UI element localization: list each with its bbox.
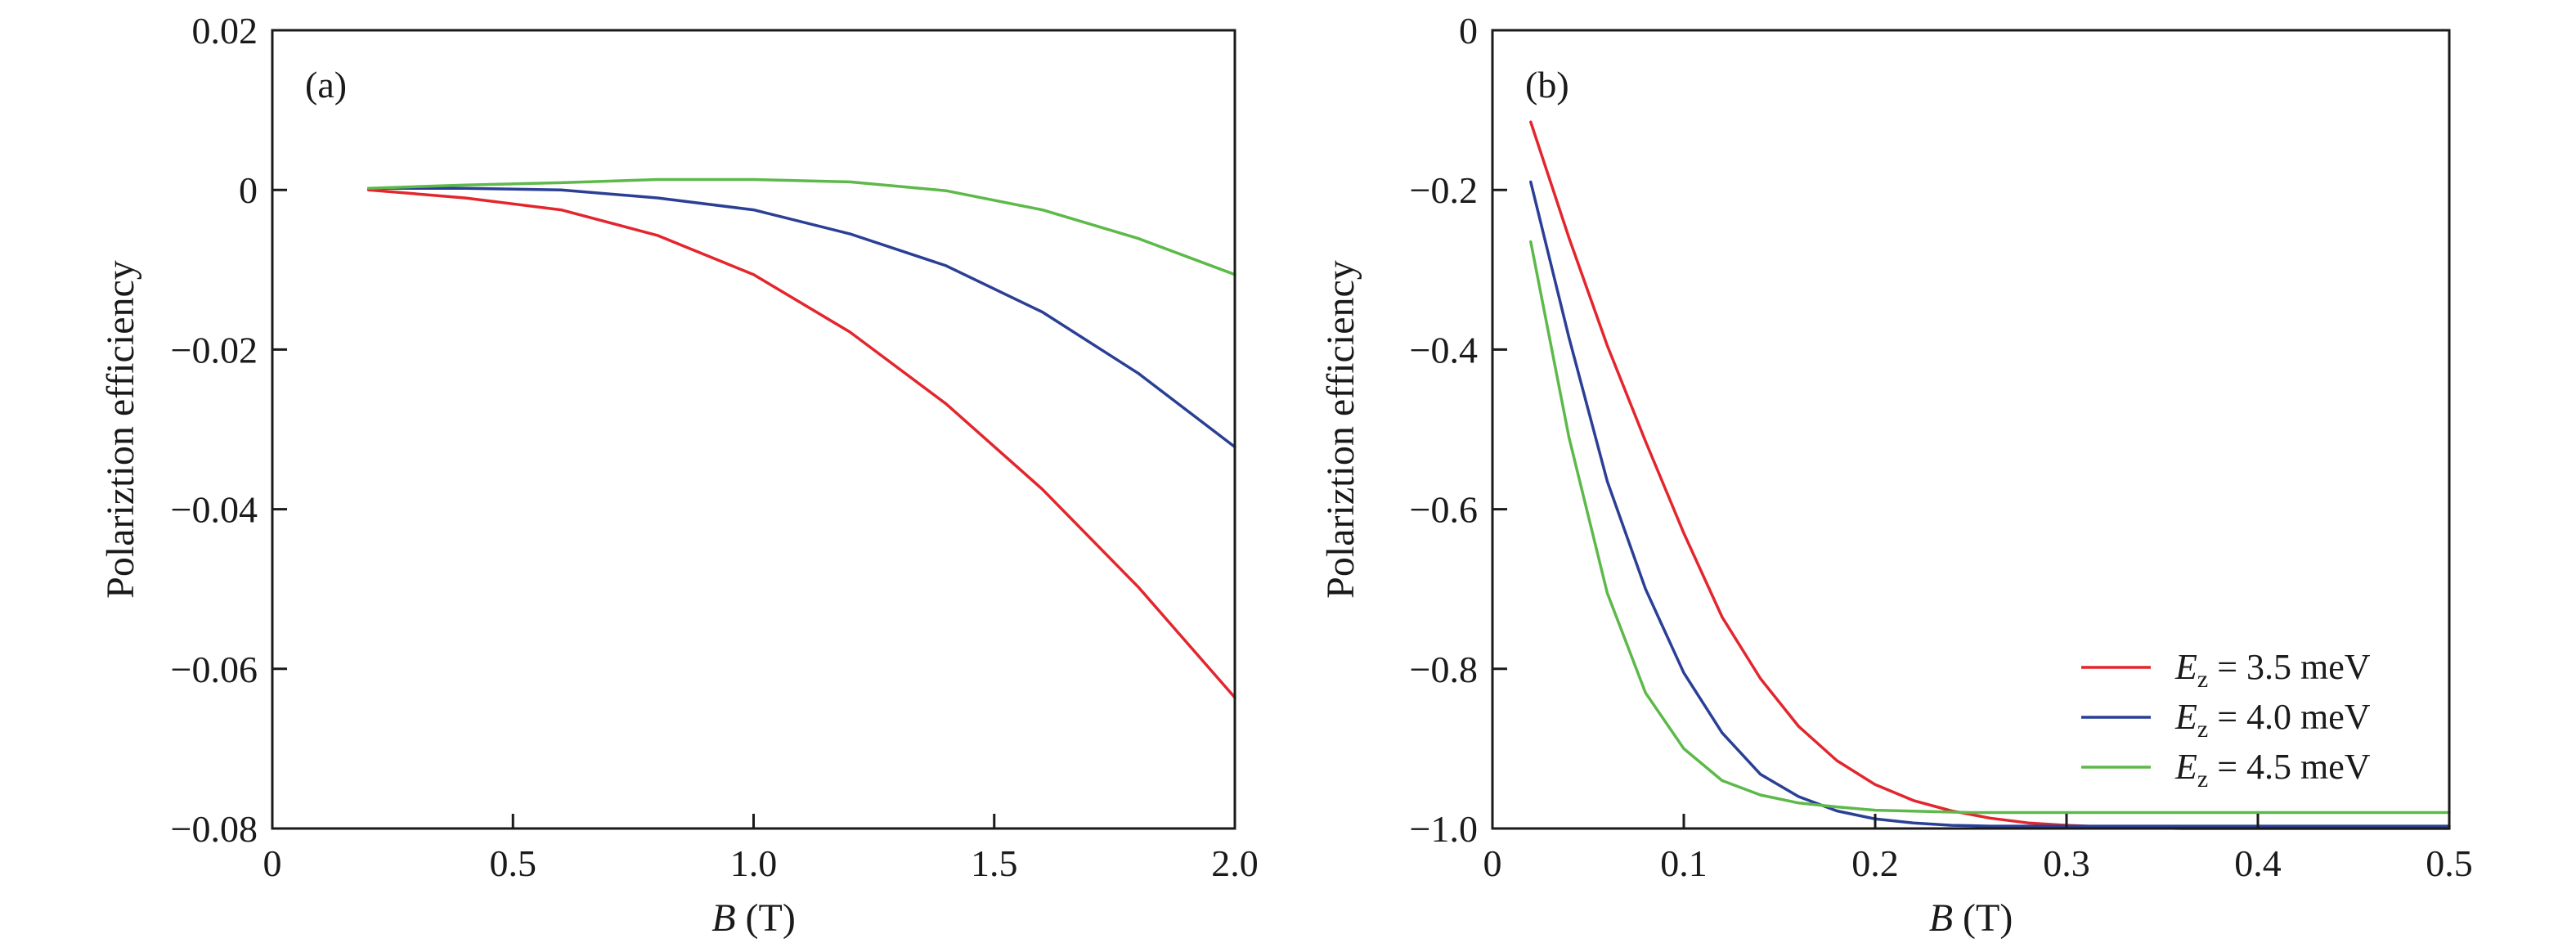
legend-label-2: Ez = 4.0 meV xyxy=(2174,697,2371,743)
series-line-2 xyxy=(366,186,1236,449)
series-line-3 xyxy=(366,177,1236,276)
y-tick-label: −0.4 xyxy=(1410,329,1478,370)
y-tick-label: −0.6 xyxy=(1410,489,1478,531)
panel-label: (b) xyxy=(1525,64,1569,106)
x-tick-label: 1.0 xyxy=(730,842,778,884)
legend-label-1: Ez = 3.5 meV xyxy=(2174,647,2371,693)
y-tick-label: −0.02 xyxy=(171,329,258,370)
y-tick-label: −1.0 xyxy=(1410,808,1478,850)
panel-label: (a) xyxy=(305,64,347,106)
y-tick-label: 0 xyxy=(239,169,258,211)
x-tick-label: 0.3 xyxy=(2043,842,2090,884)
x-tick-label: 2.0 xyxy=(1211,842,1259,884)
x-tick-label: 1.5 xyxy=(971,842,1018,884)
plot-frame xyxy=(271,29,1236,830)
series-line-1 xyxy=(366,188,1236,699)
x-tick-label: 0.5 xyxy=(490,842,537,884)
x-tick-label: 0.5 xyxy=(2426,842,2473,884)
y-axis-title: Polariztion efficiency xyxy=(99,260,142,599)
y-tick-label: −0.04 xyxy=(171,489,258,531)
x-tick-label: 0.2 xyxy=(1851,842,1899,884)
x-tick-label: 0.4 xyxy=(2234,842,2282,884)
series-line-2 xyxy=(1529,180,2451,828)
chart-panel-b: 0 0.1 0.2 0.3 0.4 0.5 0 −0.2 −0.4 −0.6 −0.8 −1.0 (b)… xyxy=(1319,10,2473,940)
series-line-3 xyxy=(1529,240,2451,815)
y-tick-label: −0.08 xyxy=(171,808,258,850)
x-tick-label: 0 xyxy=(263,842,282,884)
x-tick-label: 0 xyxy=(1483,842,1502,884)
y-tick-label: −0.06 xyxy=(171,649,258,690)
plot-frame xyxy=(1491,29,2451,830)
y-tick-label: 0.02 xyxy=(192,10,258,52)
y-tick-label: −0.2 xyxy=(1410,169,1478,211)
chart-panel-a: 0 0.5 1.0 1.5 2.0 0.02 0 −0.02 −0.04 −0.06 −0.08 (a… xyxy=(99,10,1259,940)
legend-label-3: Ez = 4.5 meV xyxy=(2174,747,2371,793)
y-tick-label: −0.8 xyxy=(1410,649,1478,690)
x-tick-label: 0.1 xyxy=(1660,842,1708,884)
x-axis-title: B (T) xyxy=(1929,896,2013,940)
y-axis-title: Polariztion efficiency xyxy=(1319,260,1362,599)
y-tick-label: 0 xyxy=(1459,10,1478,52)
x-axis-title: B (T) xyxy=(711,896,796,940)
